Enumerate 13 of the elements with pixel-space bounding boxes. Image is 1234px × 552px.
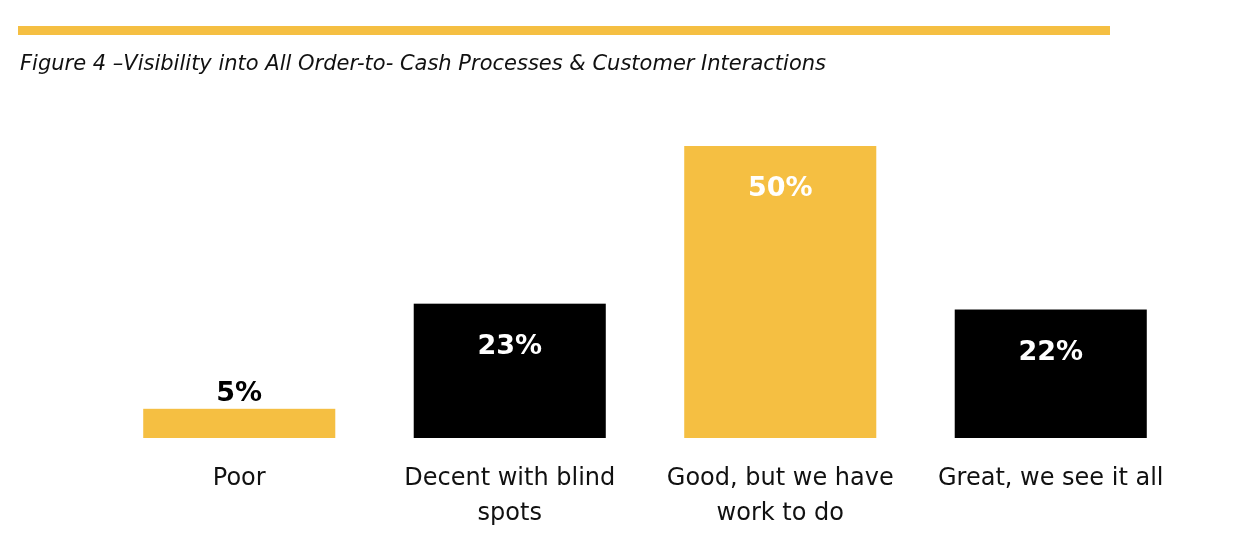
data-label: 22% (1018, 334, 1084, 366)
chart-title: Figure 4 –Visibility into All Order-to- Cash Processes & Customer Interactions (20, 51, 827, 75)
data-label: 23% (477, 328, 543, 360)
x-tick-label: Good, but we have work to do (666, 463, 894, 526)
bar (413, 303, 606, 438)
data-label: 5% (216, 375, 263, 407)
bar (143, 408, 336, 438)
x-tick-label: Decent with blind spots (404, 463, 616, 526)
data-label: 50% (747, 171, 813, 202)
x-tick-label: Poor (212, 463, 266, 491)
bar (954, 309, 1147, 438)
bar (684, 146, 877, 438)
x-tick-label: Great, we see it all (937, 463, 1164, 491)
